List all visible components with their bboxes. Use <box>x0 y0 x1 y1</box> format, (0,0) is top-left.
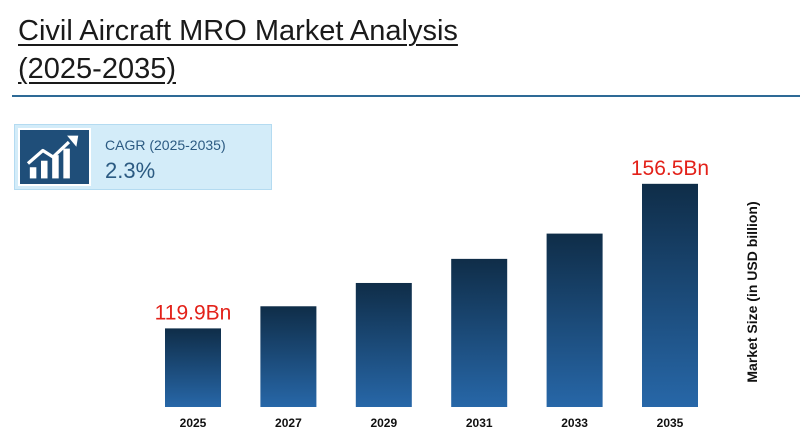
x-tick-label: 2031 <box>466 416 493 430</box>
bar-2025 <box>165 328 221 407</box>
y-axis-label: Market Size (in USD billion) <box>744 201 760 382</box>
x-tick-label: 2035 <box>657 416 684 430</box>
x-tick-label: 2033 <box>561 416 588 430</box>
data-label-2025: 119.9Bn <box>155 301 232 324</box>
title-line-1: Civil Aircraft MRO Market Analysis <box>18 15 458 47</box>
x-tick-label: 2029 <box>370 416 397 430</box>
bar-2035 <box>642 183 698 407</box>
bar-2027 <box>260 306 317 407</box>
cagr-value: 2.3% <box>105 158 156 183</box>
cagr-callout: CAGR (2025-2035) 2.3% <box>14 124 272 190</box>
cagr-label: CAGR (2025-2035) <box>105 137 226 153</box>
growth-chart-icon <box>18 128 91 186</box>
x-tick-label: 2025 <box>180 416 207 430</box>
title-divider <box>12 95 800 97</box>
title-line-2: (2025-2035) <box>18 53 176 85</box>
data-label-2035: 156.5Bn <box>631 157 709 180</box>
bar-2029 <box>355 282 412 407</box>
page-title: Civil Aircraft MRO Market Analysis (2025… <box>18 12 458 88</box>
bar-2033 <box>546 233 603 407</box>
x-tick-label: 2027 <box>275 416 302 430</box>
bar-2031 <box>451 258 508 407</box>
